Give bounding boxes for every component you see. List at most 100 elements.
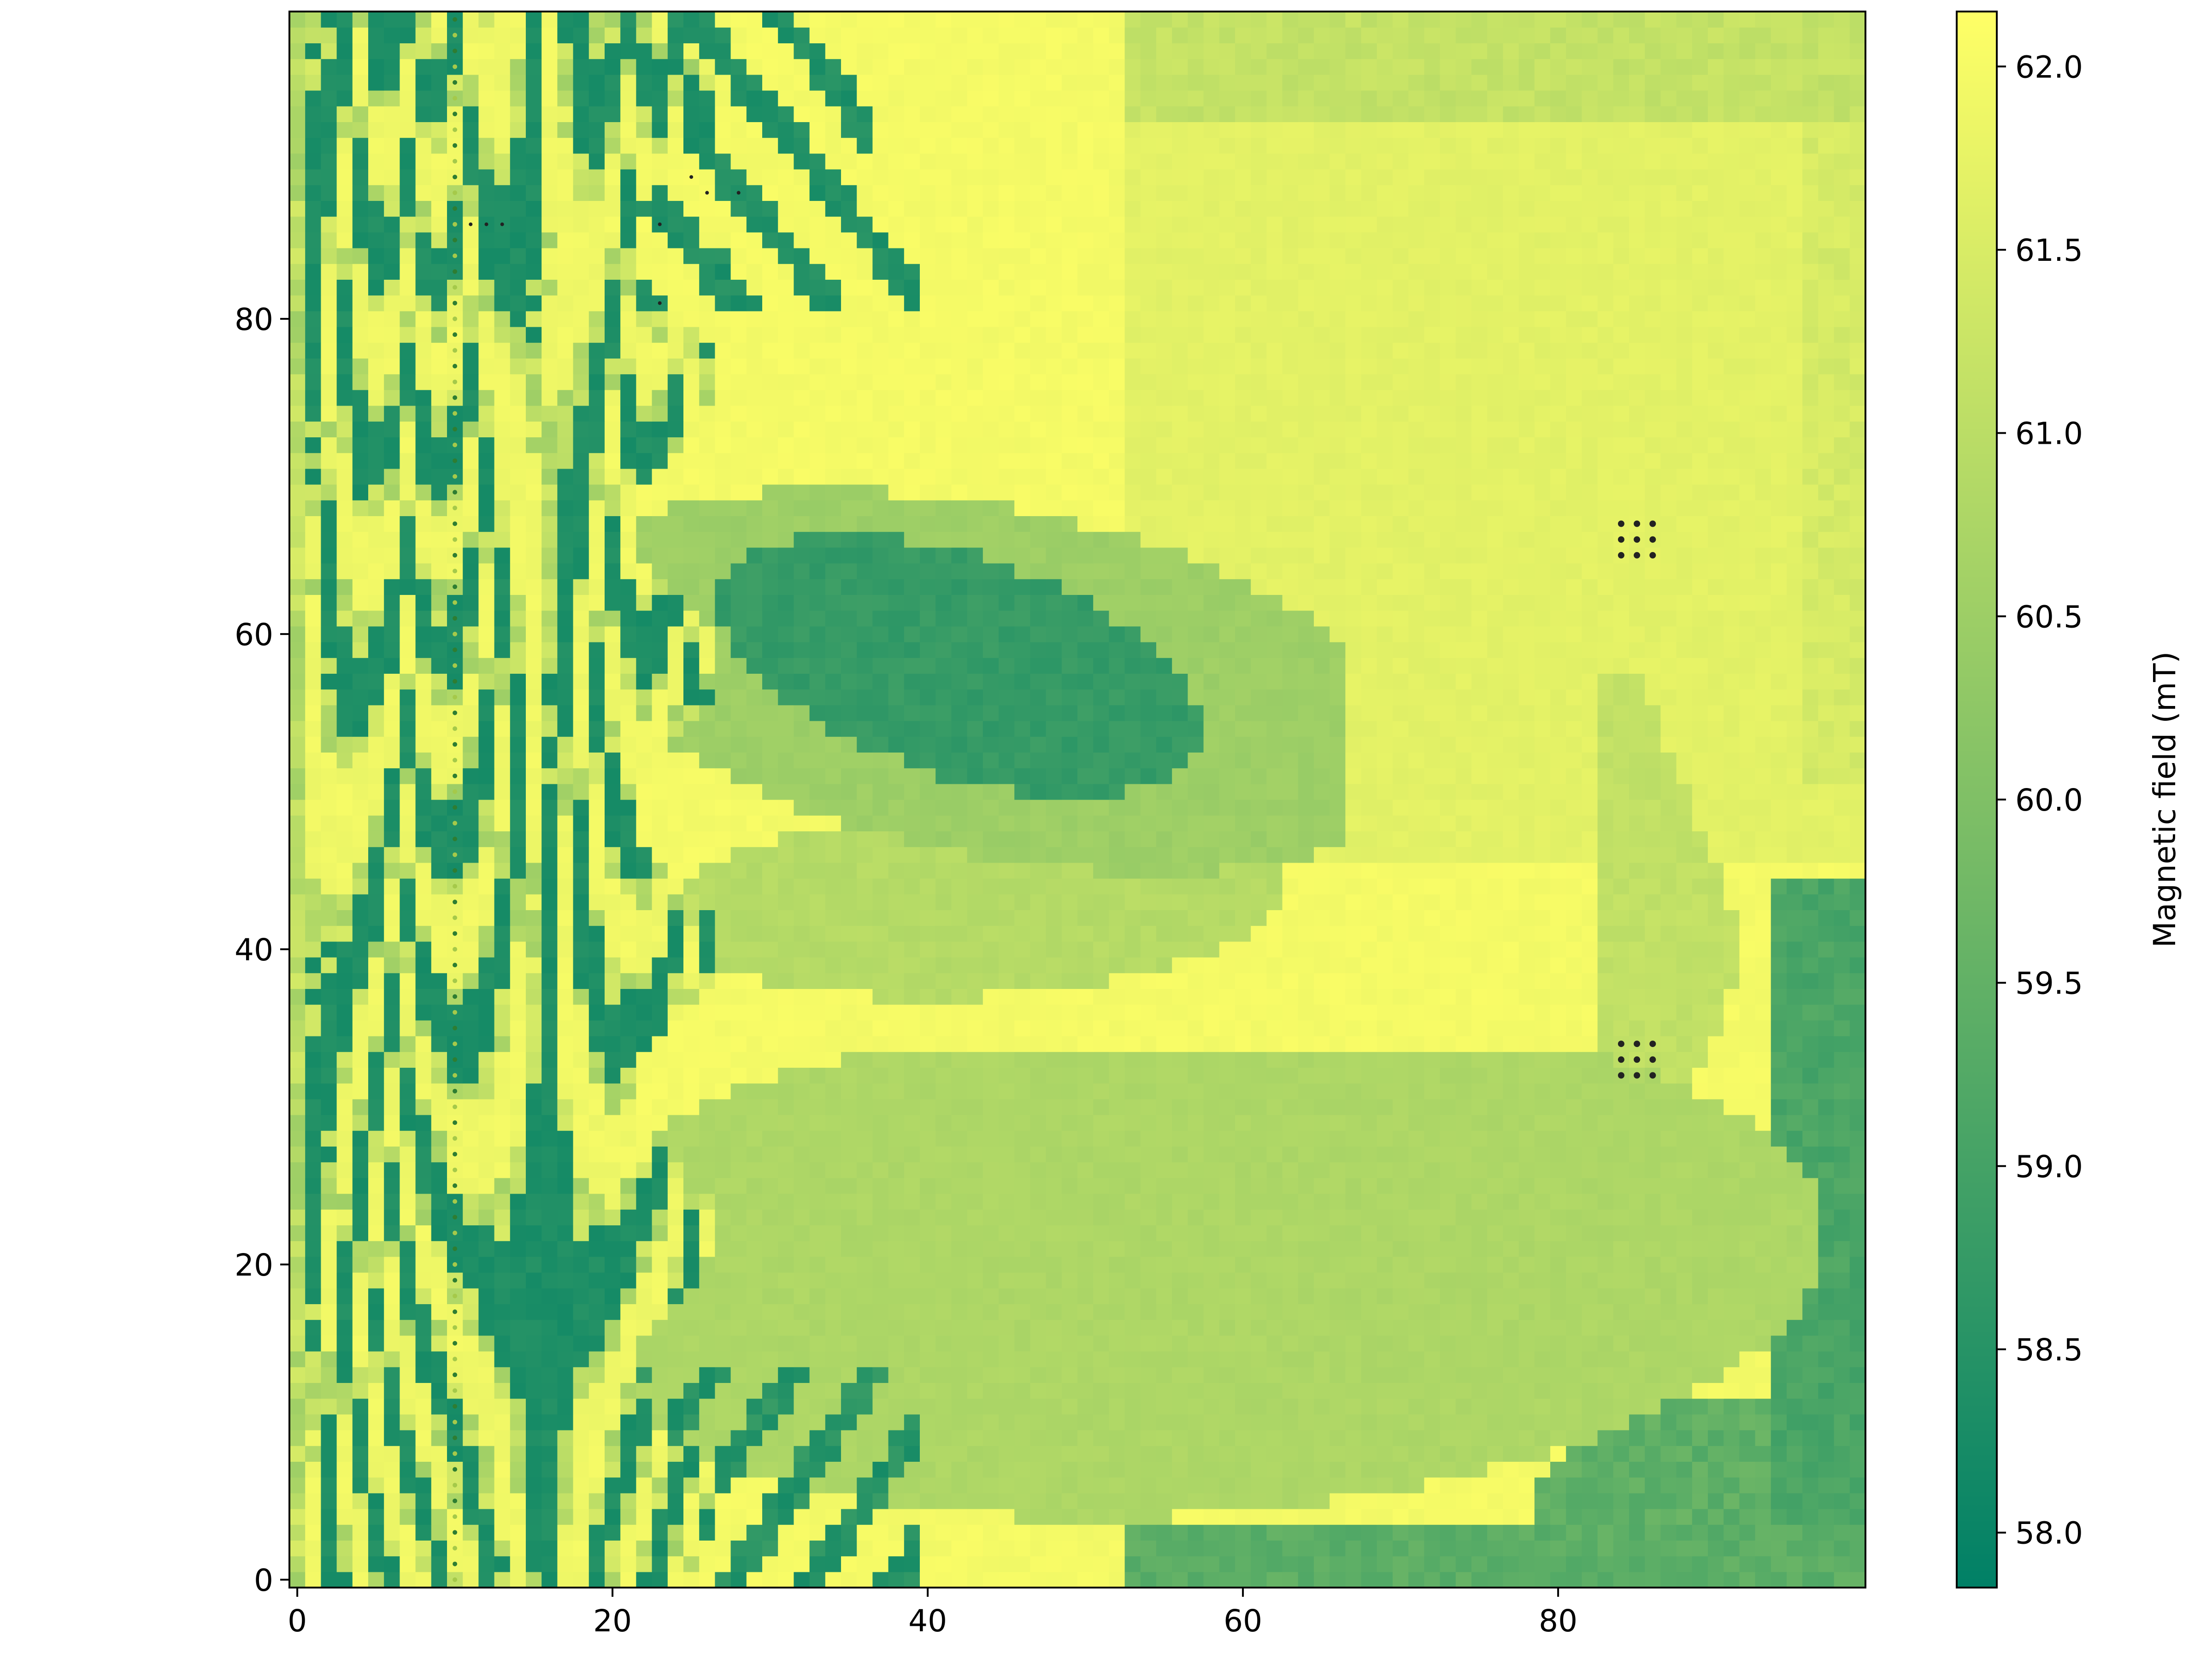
heatmap-cell (384, 1083, 400, 1100)
heatmap-cell (1109, 957, 1125, 973)
heatmap-cell (1771, 1225, 1787, 1241)
heatmap-cell (431, 1461, 447, 1478)
heatmap-cell (1471, 1430, 1488, 1446)
heatmap-cell (289, 973, 306, 989)
heatmap-cell (352, 1115, 369, 1131)
heatmap-cell (1046, 910, 1062, 926)
heatmap-cell (1802, 1571, 1818, 1588)
heatmap-cell (1109, 1099, 1125, 1115)
heatmap-cell (1597, 894, 1614, 910)
heatmap-cell (667, 973, 684, 989)
heatmap-cell (1014, 1130, 1030, 1147)
heatmap-cell (1487, 988, 1503, 1005)
heatmap-cell (478, 988, 495, 1005)
heatmap-cell (1424, 1225, 1441, 1241)
heatmap-cell (1188, 1509, 1204, 1525)
heatmap-cell (1724, 862, 1740, 879)
heatmap-cell (1818, 1304, 1835, 1320)
heatmap-cell (1266, 1036, 1283, 1052)
heatmap-cell (1550, 1430, 1566, 1446)
heatmap-cell (1424, 925, 1441, 942)
heatmap-cell (1771, 1398, 1787, 1415)
heatmap-cell (999, 973, 1015, 989)
heatmap-cell (321, 1241, 337, 1257)
heatmap-cell (1235, 1036, 1251, 1052)
heatmap-cell (431, 1540, 447, 1557)
heatmap-cell (1692, 1524, 1708, 1541)
heatmap-cell (1613, 1461, 1630, 1478)
heatmap-cell (951, 862, 968, 879)
heatmap-cell (1440, 1571, 1456, 1588)
heatmap-cell (321, 1414, 337, 1430)
heatmap-cell (573, 941, 589, 958)
heatmap-cell (1172, 1367, 1188, 1383)
heatmap-cell (400, 1209, 416, 1225)
heatmap-cell (463, 1052, 479, 1068)
heatmap-cell (336, 1036, 353, 1052)
heatmap-cell (1140, 1256, 1157, 1273)
heatmap-cell (872, 1461, 889, 1478)
heatmap-cell (1424, 1335, 1441, 1352)
heatmap-cell (352, 1130, 369, 1147)
heatmap-cell (494, 1461, 511, 1478)
heatmap-cell (809, 1477, 826, 1494)
heatmap-cell (1613, 1367, 1630, 1383)
heatmap-cell (1030, 988, 1047, 1005)
heatmap-cell (400, 1146, 416, 1163)
heatmap-cell (1251, 815, 1267, 831)
heatmap-cell (1597, 1540, 1614, 1557)
heatmap-cell (825, 800, 841, 816)
heatmap-cell (1014, 1146, 1030, 1163)
heatmap-cell (667, 1477, 684, 1494)
heatmap-cell (1077, 1430, 1094, 1446)
heatmap-cell (305, 1115, 321, 1131)
heatmap-cell (1030, 1162, 1047, 1178)
heatmap-cell (1124, 910, 1141, 926)
heatmap-cell (1739, 1036, 1756, 1052)
heatmap-cell (1645, 1493, 1661, 1509)
heatmap-cell (1377, 1036, 1393, 1052)
heatmap-cell (778, 1524, 794, 1541)
heatmap-cell (1030, 1177, 1047, 1194)
heatmap-cell (951, 1556, 968, 1572)
heatmap-cell (1676, 1209, 1693, 1225)
heatmap-cell (1550, 1540, 1566, 1557)
heatmap-cell (1361, 1446, 1377, 1462)
heatmap-cell (683, 1177, 700, 1194)
heatmap-cell (778, 1335, 794, 1352)
heatmap-cell (1377, 1067, 1393, 1084)
heatmap-cell (478, 1036, 495, 1052)
heatmap-cell (1818, 815, 1835, 831)
heatmap-cell (1424, 1382, 1441, 1399)
heatmap-cell (809, 1524, 826, 1541)
heatmap-cell (762, 1509, 778, 1525)
heatmap-cell (352, 1430, 369, 1446)
heatmap-cell (605, 878, 621, 894)
heatmap-cell (1014, 878, 1030, 894)
heatmap-cell (1566, 1524, 1582, 1541)
heatmap-cell (1345, 1020, 1362, 1036)
heatmap-cell (1140, 1052, 1157, 1068)
heatmap-cell (400, 941, 416, 958)
heatmap-cell (667, 1509, 684, 1525)
heatmap-cell (336, 1304, 353, 1320)
heatmap-cell (888, 1430, 905, 1446)
heatmap-cell (1802, 1414, 1818, 1430)
heatmap-cell (431, 973, 447, 989)
heatmap-cell (1597, 1256, 1614, 1273)
heatmap-cell (1550, 831, 1566, 847)
heatmap-cell (1708, 1130, 1724, 1147)
heatmap-cell (1203, 1351, 1220, 1367)
heatmap-cell (1046, 1209, 1062, 1225)
heatmap-cell (1518, 1052, 1535, 1068)
heatmap-cell (715, 1115, 731, 1131)
heatmap-cell (636, 1067, 653, 1084)
heatmap-cell (620, 1036, 636, 1052)
heatmap-cell (1676, 1382, 1693, 1399)
heatmap-cell (1093, 1540, 1109, 1557)
heatmap-cell (1061, 1099, 1078, 1115)
heatmap-cell (1739, 1446, 1756, 1462)
heatmap-cell (1818, 1382, 1835, 1399)
heatmap-cell (1124, 894, 1141, 910)
heatmap-cell (1330, 1146, 1346, 1163)
